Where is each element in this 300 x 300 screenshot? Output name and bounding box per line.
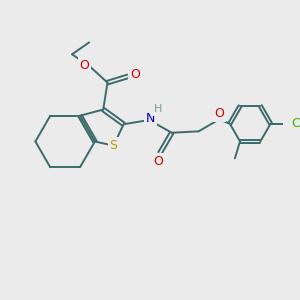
Text: N: N xyxy=(146,112,155,125)
Text: O: O xyxy=(154,154,164,168)
Text: O: O xyxy=(130,68,140,82)
Text: S: S xyxy=(110,139,118,152)
Text: Cl: Cl xyxy=(291,117,300,130)
Text: O: O xyxy=(215,107,225,120)
Text: O: O xyxy=(79,58,89,72)
Text: H: H xyxy=(153,104,162,114)
